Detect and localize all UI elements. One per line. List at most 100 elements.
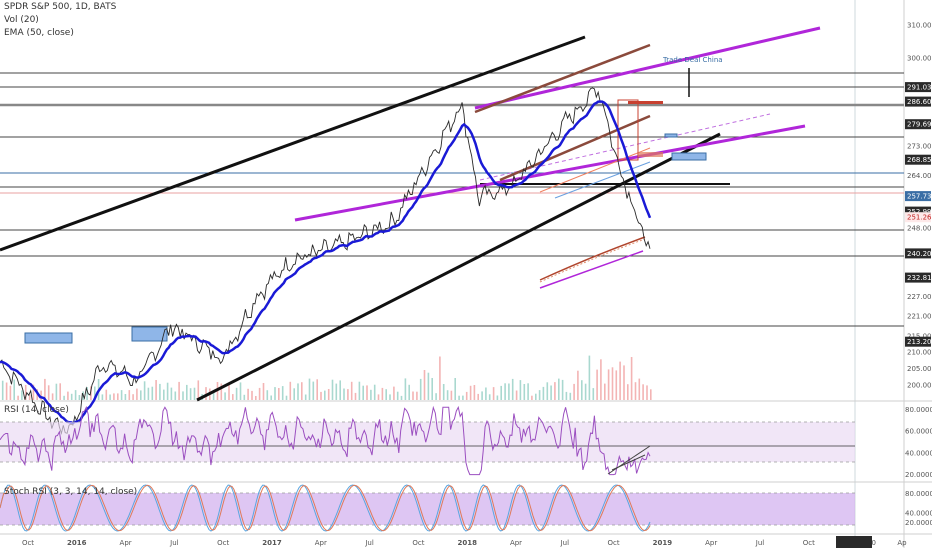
volume-bar bbox=[462, 395, 464, 400]
price-axis-tick-label: 279.69 bbox=[907, 121, 932, 129]
rsi-axis-tick-label: 80.0000 bbox=[905, 406, 932, 414]
volume-bar bbox=[40, 390, 42, 400]
volume-bar bbox=[274, 387, 276, 400]
stoch-d-line bbox=[0, 484, 651, 532]
volume-bar bbox=[255, 396, 257, 400]
volume-bar bbox=[630, 357, 633, 400]
volume-bar bbox=[70, 393, 73, 400]
stoch-band bbox=[0, 493, 855, 525]
volume-bar bbox=[324, 390, 326, 400]
volume-bar bbox=[159, 383, 161, 400]
price-axis-tick-label: 232.81 bbox=[907, 274, 932, 282]
volume-bar bbox=[297, 383, 299, 400]
price-axis-tick-label: 205.00 bbox=[907, 365, 932, 373]
volume-bar bbox=[634, 382, 637, 400]
volume-bar bbox=[151, 386, 154, 400]
rsi-axis-tick-label: 60.0000 bbox=[905, 428, 932, 436]
volume-bar bbox=[308, 378, 311, 400]
volume-bar bbox=[339, 380, 341, 400]
price-label-badge bbox=[905, 248, 931, 259]
volume-bar bbox=[1, 380, 4, 400]
volume-bar bbox=[508, 383, 510, 400]
rsi-series-line bbox=[0, 405, 651, 476]
volume-bar bbox=[607, 369, 610, 400]
volume-bar bbox=[117, 393, 119, 400]
volume-bar bbox=[239, 382, 242, 400]
price-axis-tick-label: 213.20 bbox=[907, 338, 932, 346]
volume-bar bbox=[32, 384, 35, 400]
volume-bar bbox=[163, 389, 165, 400]
brown-channel-line bbox=[474, 43, 651, 114]
stoch-axis-tick-label: 40.0000 bbox=[905, 509, 932, 517]
time-axis-tick-label: Apr bbox=[120, 539, 132, 547]
volume-bar bbox=[523, 384, 526, 400]
price-axis-tick-label: 264.00 bbox=[907, 172, 932, 180]
rsi-axis-ticks: 80.0000 60.0000 40.0000 20.0000 bbox=[905, 406, 932, 479]
volume-bar bbox=[228, 382, 230, 400]
volume-bar bbox=[105, 389, 108, 400]
volume-bar bbox=[408, 384, 410, 400]
volume-bar bbox=[515, 390, 518, 400]
volume-bar bbox=[186, 384, 188, 400]
volume-bar bbox=[258, 387, 261, 400]
volume-bar bbox=[366, 385, 368, 400]
volume-bar bbox=[205, 387, 207, 400]
volume-bar bbox=[193, 387, 196, 400]
volume-bar bbox=[47, 385, 50, 400]
volume-bar bbox=[285, 395, 288, 400]
range-box bbox=[628, 101, 663, 104]
volume-bar bbox=[331, 379, 334, 400]
brown-channel-line bbox=[499, 114, 651, 182]
volume-bar bbox=[535, 393, 537, 400]
volume-bar bbox=[235, 387, 238, 400]
volume-bar bbox=[423, 370, 426, 400]
volume-bar bbox=[588, 355, 591, 400]
horizontal-levels bbox=[0, 72, 904, 327]
rsi-legend: RSI (14, close) bbox=[4, 405, 69, 415]
volume-bar bbox=[596, 369, 598, 400]
volume-bar bbox=[113, 393, 115, 400]
blue-zone bbox=[131, 326, 168, 342]
volume-bar bbox=[419, 378, 422, 400]
price-axis-tick-label: 248.00 bbox=[907, 224, 932, 232]
volume-bar bbox=[24, 384, 27, 400]
volume-bar bbox=[416, 391, 418, 400]
volume-bar bbox=[316, 379, 318, 400]
volume-bar bbox=[581, 380, 583, 400]
price-series-line bbox=[0, 87, 651, 435]
time-axis-tick-label: Oct bbox=[803, 539, 815, 547]
volume-bar bbox=[546, 382, 549, 400]
time-axis-tick-label: Apr bbox=[705, 539, 717, 547]
volume-bar bbox=[293, 388, 295, 400]
price-label-badge bbox=[905, 336, 931, 347]
price-axis-tick-label: 215.00 bbox=[907, 332, 932, 340]
time-axis-tick-label: Oct bbox=[608, 539, 620, 547]
blue-thin-line bbox=[554, 161, 651, 199]
volume-bar bbox=[550, 385, 552, 400]
volume-bar bbox=[450, 390, 453, 400]
volume-bar bbox=[604, 383, 606, 400]
volume-bar bbox=[17, 395, 19, 400]
volume-bar bbox=[101, 394, 104, 400]
stoch-legend: Stoch RSI (3, 3, 14, 14, close) bbox=[4, 487, 138, 497]
volume-bar bbox=[312, 381, 315, 400]
price-axis-tick-label: 227.00 bbox=[907, 293, 932, 301]
price-label-badge bbox=[905, 206, 931, 217]
volume-bar bbox=[9, 385, 12, 400]
volume-bar bbox=[389, 394, 391, 400]
volume-bar bbox=[5, 382, 8, 400]
price-axis-tick-label: 286.60 bbox=[907, 98, 932, 106]
volume-bar bbox=[289, 381, 292, 400]
stoch-axis-ticks: 80.0000 40.0000 20.0000 bbox=[905, 490, 932, 527]
purple-trend-line bbox=[294, 124, 806, 222]
volume-bar bbox=[504, 383, 506, 400]
volume-bar bbox=[573, 383, 575, 400]
price-axis-tick-label: 300.00 bbox=[907, 54, 932, 62]
price-axis-tick-label: 210.00 bbox=[907, 349, 932, 357]
time-axis-tick-label: Apr bbox=[510, 539, 522, 547]
volume-bar bbox=[170, 387, 173, 400]
volume-bar bbox=[538, 390, 541, 400]
price-label-badge bbox=[905, 272, 931, 283]
volume-bar bbox=[404, 378, 407, 400]
